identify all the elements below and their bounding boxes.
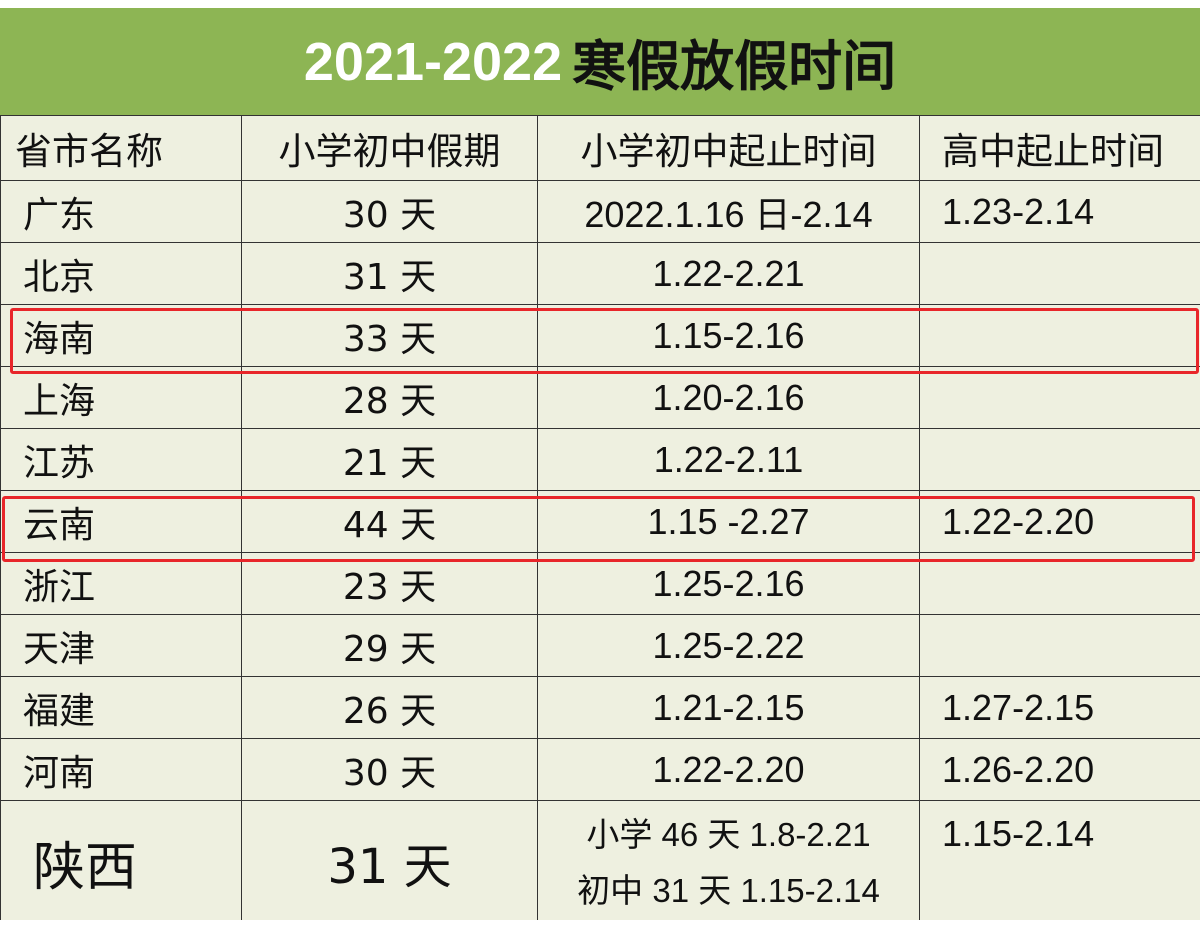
header-high-dates: 高中起止时间 — [919, 115, 1200, 181]
province-cell: 河南 — [0, 738, 242, 801]
header-province: 省市名称 — [0, 115, 242, 181]
primary-dates-line-2: 初中 31 天 1.15-2.14 — [577, 872, 880, 909]
province-cell: 陕西 — [0, 800, 242, 924]
province-cell: 浙江 — [0, 552, 242, 615]
header-row: 省市名称 小学初中假期 小学初中起止时间 高中起止时间 — [0, 115, 1200, 181]
table-row: 河南 30 天 1.22-2.20 1.26-2.20 — [0, 738, 1200, 801]
header-days: 小学初中假期 — [241, 115, 538, 181]
bottom-edge — [0, 920, 1200, 926]
high-dates-cell: 1.23-2.14 — [919, 180, 1200, 243]
days-cell: 30 天 — [241, 180, 538, 243]
province-cell: 北京 — [0, 242, 242, 305]
province-cell: 上海 — [0, 366, 242, 429]
province-cell: 海南 — [0, 304, 242, 367]
days-cell: 28 天 — [241, 366, 538, 429]
province-cell: 江苏 — [0, 428, 242, 491]
title-text: 寒假放假时间 — [572, 35, 897, 98]
days-cell: 31 天 — [241, 800, 538, 924]
table-row: 陕西 31 天 小学 46 天 1.8-2.21 初中 31 天 1.15-2.… — [0, 800, 1200, 924]
table-row: 上海 28 天 1.20-2.16 — [0, 366, 1200, 429]
high-dates-cell: 1.15-2.14 — [919, 800, 1200, 924]
days-cell: 21 天 — [241, 428, 538, 491]
primary-dates-cell: 1.22-2.11 — [537, 428, 920, 491]
days-cell: 31 天 — [241, 242, 538, 305]
table-row: 云南 44 天 1.15 -2.27 1.22-2.20 — [0, 490, 1200, 553]
province-cell: 福建 — [0, 676, 242, 739]
header-primary-dates: 小学初中起止时间 — [537, 115, 920, 181]
days-cell: 30 天 — [241, 738, 538, 801]
high-dates-cell — [919, 366, 1200, 429]
table-row: 天津 29 天 1.25-2.22 — [0, 614, 1200, 677]
province-cell: 广东 — [0, 180, 242, 243]
table-row: 福建 26 天 1.21-2.15 1.27-2.15 — [0, 676, 1200, 739]
table-row: 江苏 21 天 1.22-2.11 — [0, 428, 1200, 491]
high-dates-cell — [919, 304, 1200, 367]
table-row: 浙江 23 天 1.25-2.16 — [0, 552, 1200, 615]
high-dates-cell — [919, 552, 1200, 615]
primary-dates-cell: 2022.1.16 日-2.14 — [537, 180, 920, 243]
days-cell: 44 天 — [241, 490, 538, 553]
high-dates-cell — [919, 242, 1200, 305]
table-row: 广东 30 天 2022.1.16 日-2.14 1.23-2.14 — [0, 180, 1200, 243]
primary-dates-line-1: 小学 46 天 1.8-2.21 — [586, 816, 871, 853]
high-dates-cell — [919, 614, 1200, 677]
table-title: 2021-2022 寒假放假时间 — [0, 8, 1200, 115]
primary-dates-cell: 1.21-2.15 — [537, 676, 920, 739]
days-cell: 29 天 — [241, 614, 538, 677]
vacation-table: 省市名称 小学初中假期 小学初中起止时间 高中起止时间 广东 30 天 2022.1… — [0, 115, 1200, 924]
primary-dates-cell: 1.15-2.16 — [537, 304, 920, 367]
high-dates-cell — [919, 428, 1200, 491]
title-year: 2021-2022 — [303, 31, 563, 92]
high-dates-cell: 1.27-2.15 — [919, 676, 1200, 739]
high-dates-cell: 1.26-2.20 — [919, 738, 1200, 801]
primary-dates-cell: 小学 46 天 1.8-2.21 初中 31 天 1.15-2.14 — [537, 800, 920, 924]
days-cell: 26 天 — [241, 676, 538, 739]
primary-dates-cell: 1.25-2.16 — [537, 552, 920, 615]
table-row: 北京 31 天 1.22-2.21 — [0, 242, 1200, 305]
days-cell: 33 天 — [241, 304, 538, 367]
province-cell: 天津 — [0, 614, 242, 677]
primary-dates-cell: 1.22-2.21 — [537, 242, 920, 305]
primary-dates-cell: 1.22-2.20 — [537, 738, 920, 801]
primary-dates-cell: 1.25-2.22 — [537, 614, 920, 677]
table-row: 海南 33 天 1.15-2.16 — [0, 304, 1200, 367]
primary-dates-cell: 1.15 -2.27 — [537, 490, 920, 553]
days-cell: 23 天 — [241, 552, 538, 615]
primary-dates-cell: 1.20-2.16 — [537, 366, 920, 429]
high-dates-cell: 1.22-2.20 — [919, 490, 1200, 553]
province-cell: 云南 — [0, 490, 242, 553]
